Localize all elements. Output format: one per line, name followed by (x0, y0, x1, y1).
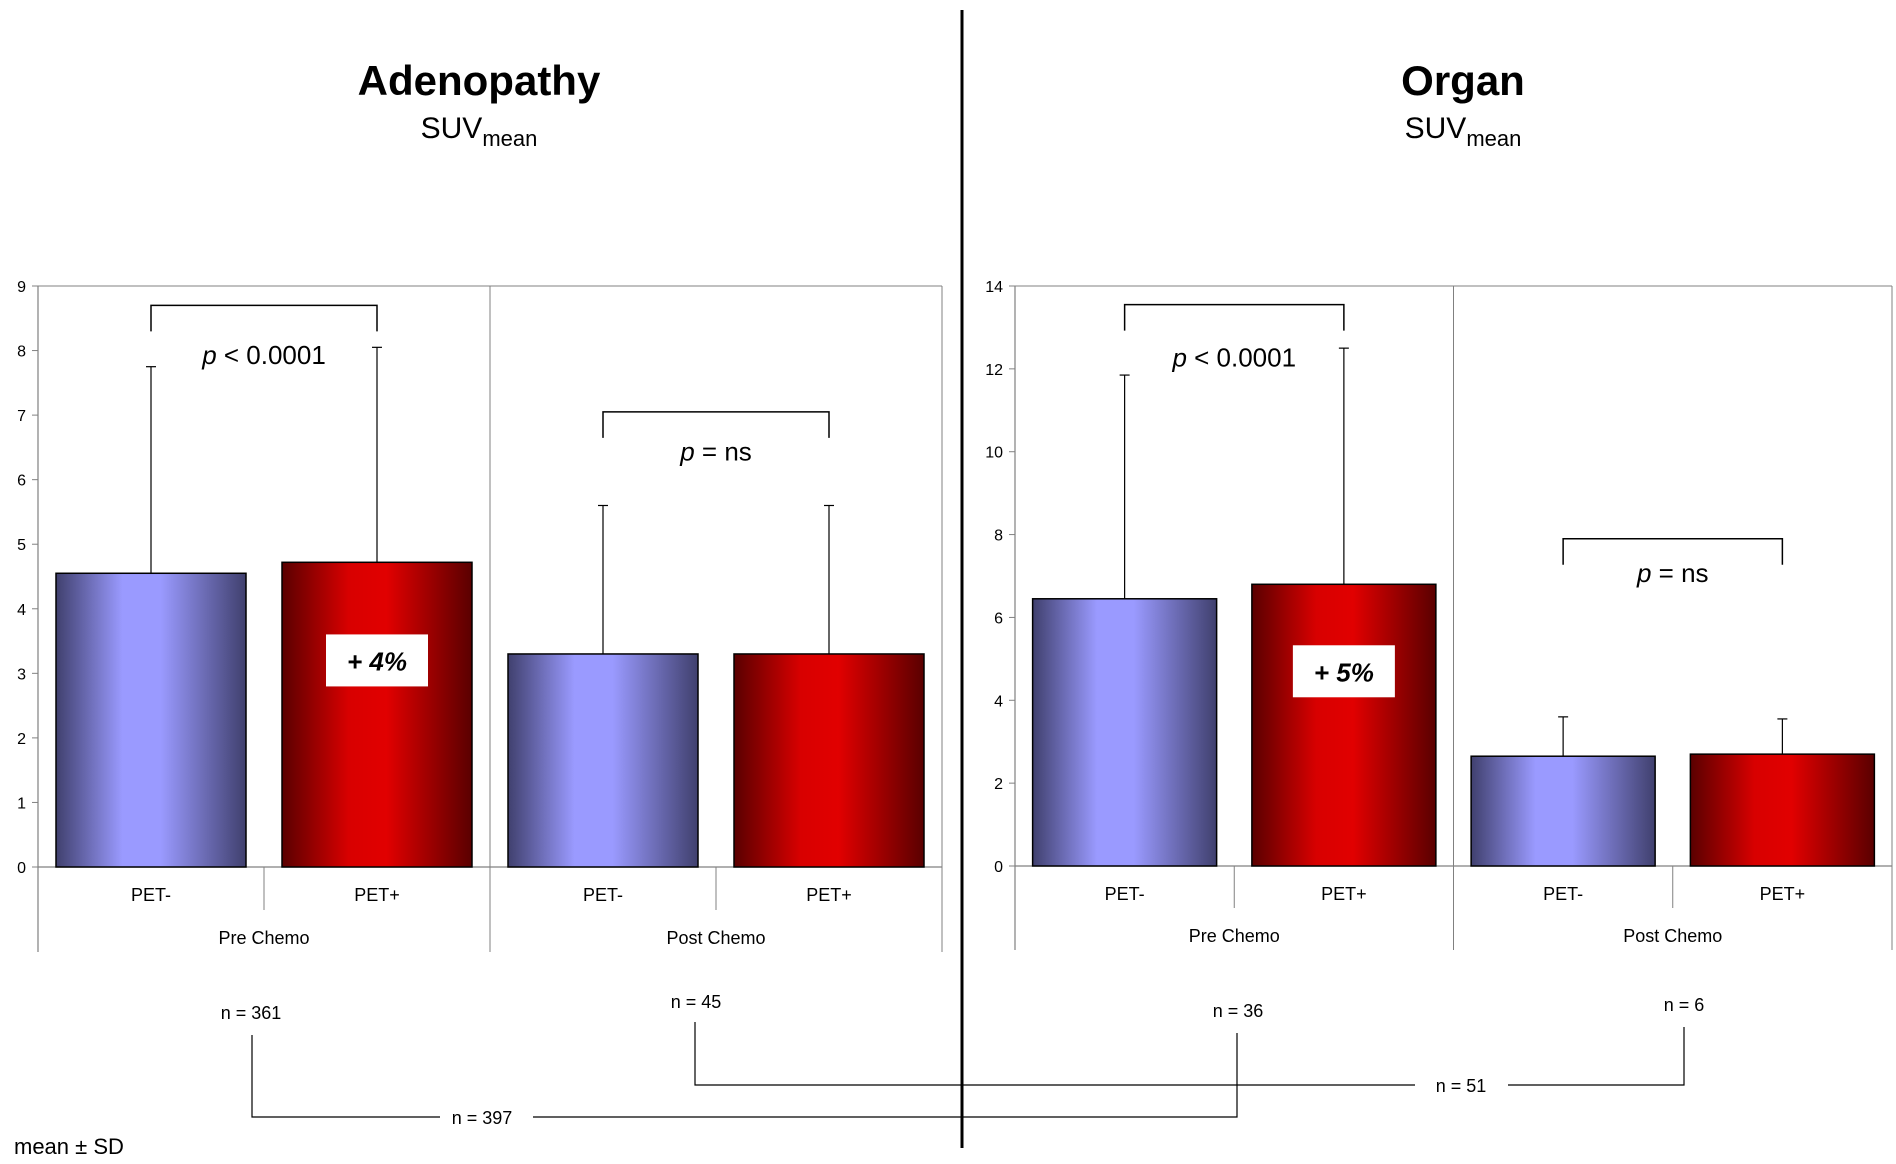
p-value-label: p = ns (679, 437, 752, 467)
y-tick-label: 14 (985, 279, 1003, 296)
p-value-label: p = ns (1636, 558, 1709, 588)
x-group-label: Pre Chemo (218, 928, 309, 948)
n-label-total-post: n = 51 (1436, 1076, 1487, 1096)
n-label-adeno-post: n = 45 (671, 992, 722, 1012)
y-tick-label: 6 (994, 610, 1003, 627)
p-value-label: p < 0.0001 (201, 340, 326, 370)
p-symbol: p (1171, 342, 1186, 372)
y-tick-label: 9 (17, 279, 26, 296)
y-tick-label: 8 (994, 528, 1003, 545)
organ-subtitle-sub: mean (1466, 126, 1521, 151)
bar-pet-negative (1031, 598, 1218, 867)
p-symbol: p (1636, 558, 1651, 588)
adenopathy-subtitle: SUVmean (421, 112, 538, 151)
y-tick-label: 6 (17, 473, 26, 490)
connector-post-right (1508, 1027, 1685, 1086)
x-category-label: PET+ (354, 885, 400, 905)
x-category-label: PET+ (806, 885, 852, 905)
y-tick-label: 8 (17, 344, 26, 361)
change-label-box (326, 634, 428, 687)
x-group-label: Post Chemo (666, 928, 765, 948)
p-value-label: p < 0.0001 (1171, 342, 1296, 372)
x-category-label: PET+ (1760, 884, 1806, 904)
bar-pet-negative (55, 572, 247, 868)
y-tick-label: 10 (985, 445, 1003, 462)
y-tick-label: 4 (994, 693, 1003, 710)
p-value-text: = ns (695, 437, 752, 467)
bar-pet-negative (1470, 755, 1656, 867)
x-category-label: PET- (1543, 884, 1583, 904)
x-category-label: PET- (583, 885, 623, 905)
adenopathy-subtitle-sub: mean (482, 126, 537, 151)
organ-title: Organ (1401, 57, 1525, 104)
bar-pet-negative (507, 653, 699, 868)
adenopathy-chart: 0 1 2 3 4 5 6 7 8 9 PET- PET+ PET- PET+ Pre Chemo Post … (17, 279, 943, 952)
significance-bracket (150, 304, 378, 332)
significance-bracket (1562, 537, 1784, 565)
y-tick-label: 5 (17, 537, 26, 554)
y-tick-label: 3 (17, 666, 26, 683)
n-label-total-pre: n = 397 (452, 1108, 513, 1128)
p-value-text: = ns (1651, 558, 1708, 588)
adenopathy-subtitle-main: SUV (421, 112, 483, 145)
organ-chart: 0 2 4 6 8 10 12 14 PET- PET+ PET- PET+ Pre Chemo Post… (985, 279, 1893, 950)
connector-post-left (694, 1022, 1415, 1086)
connector-pre-right (533, 1033, 1238, 1118)
change-label-box (1292, 645, 1395, 698)
x-category-label: PET- (131, 885, 171, 905)
n-label-organ-post: n = 6 (1664, 995, 1705, 1015)
bar-pet-positive (1689, 753, 1876, 867)
p-value-text: < 0.0001 (217, 340, 326, 370)
p-symbol: p (201, 340, 216, 370)
x-group-label: Post Chemo (1623, 926, 1722, 946)
bar-pet-positive (281, 561, 473, 868)
footnote: mean ± SD (14, 1134, 124, 1159)
connector-pre-left (251, 1035, 440, 1118)
change-label: + 5% (1314, 657, 1374, 687)
significance-bracket (602, 411, 830, 438)
y-tick-label: 2 (994, 776, 1003, 793)
y-tick-label: 7 (17, 408, 26, 425)
p-value-text: < 0.0001 (1187, 342, 1296, 372)
n-label-organ-pre: n = 36 (1213, 1001, 1264, 1021)
y-tick-label: 12 (985, 362, 1003, 379)
x-category-label: PET+ (1321, 884, 1367, 904)
y-tick-label: 4 (17, 602, 26, 619)
y-tick-label: 2 (17, 731, 26, 748)
x-category-label: PET- (1105, 884, 1145, 904)
y-tick-label: 0 (994, 859, 1003, 876)
adenopathy-title: Adenopathy (358, 57, 601, 104)
bar-pet-positive (1251, 583, 1437, 867)
n-label-adeno-pre: n = 361 (221, 1003, 282, 1023)
organ-subtitle: SUVmean (1405, 112, 1522, 151)
organ-subtitle-main: SUV (1405, 112, 1467, 145)
significance-bracket (1123, 303, 1345, 331)
bar-pet-positive (733, 653, 925, 868)
x-group-label: Pre Chemo (1189, 926, 1280, 946)
y-tick-label: 0 (17, 860, 26, 877)
change-label: + 4% (347, 646, 407, 676)
p-symbol: p (679, 437, 694, 467)
y-tick-label: 1 (17, 795, 26, 812)
